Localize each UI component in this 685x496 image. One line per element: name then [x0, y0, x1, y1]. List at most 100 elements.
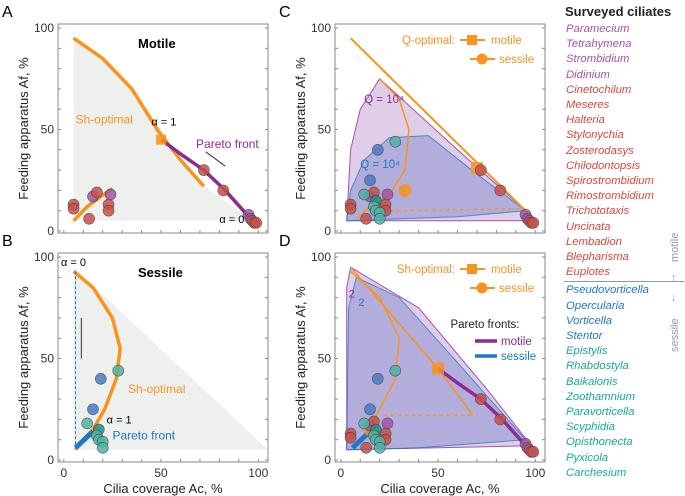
legend-species: Paramecium [566, 23, 630, 35]
legend-species: Rhabdostyla [566, 360, 629, 373]
sessile-optimum-marker [398, 183, 412, 197]
legend-species: Meseres [566, 99, 610, 112]
motile-sessile-divider [564, 281, 684, 283]
data-point [475, 164, 487, 176]
x-tick-label: 50 [431, 466, 445, 480]
svg-text:Pareto fronts:: Pareto fronts: [450, 319, 519, 331]
data-point [344, 202, 357, 215]
data-point [381, 188, 394, 201]
legend-species: Scyphidia [566, 421, 615, 434]
data-point [527, 217, 540, 229]
x-axis-label: Cilia coverage Ac, % [103, 481, 223, 496]
panel-B: B Sessile α = 0 Sh-optimal α = 1 Pareto front… [2, 233, 269, 496]
panel-letter: C [279, 4, 291, 21]
y-tick-label: 50 [318, 123, 332, 137]
data-point [475, 393, 487, 405]
legend-circle-icon [476, 282, 488, 294]
legend-species: Opisthonecta [566, 436, 633, 449]
data-point [373, 212, 386, 225]
legend-species: Carchesium [566, 466, 627, 479]
panel-A: A Motile Sh-optimal α = 1 Pareto front α = 0 0… [2, 4, 269, 238]
data-point [250, 217, 263, 229]
data-point [94, 373, 107, 385]
data-point [112, 364, 125, 377]
data-point [371, 144, 384, 156]
legend-species: Didinium [566, 68, 610, 81]
svg-text:sessile: sessile [499, 283, 534, 295]
svg-text:Sh-optimal:: Sh-optimal: [397, 264, 455, 276]
panel-letter: B [2, 233, 13, 250]
svg-text:Q = 10⁴: Q = 10⁴ [360, 159, 400, 171]
legend-species: Zoothamnium [566, 390, 636, 403]
panel-D: D Sh-optimal: motile sessile Pareto fronts: m… [279, 233, 546, 496]
y-tick-label: 0 [324, 224, 331, 238]
data-point [67, 202, 80, 215]
sh-optimal-curve [72, 36, 206, 188]
svg-text:2: 2 [349, 289, 355, 301]
legend-circle-icon [476, 53, 488, 65]
legend-species: Blepharisma [566, 251, 629, 264]
data-point [389, 364, 402, 377]
data-point [96, 441, 109, 454]
y-axis-label: Feeding apparatus Af, % [16, 286, 31, 429]
legend-species: Spirostrombidium [566, 175, 654, 188]
data-point [91, 186, 103, 199]
legend-species: Lembadion [566, 235, 622, 248]
legend-species: Tetrahymena [566, 38, 632, 51]
legend-species: Stylonychia [566, 129, 624, 142]
feasible-region [73, 267, 268, 450]
svg-text:motile: motile [501, 336, 532, 348]
data-point [102, 204, 115, 217]
y-tick-label: 0 [47, 453, 54, 467]
y-tick-label: 0 [47, 224, 54, 238]
axes-frame [334, 252, 546, 463]
x-tick-label: 0 [337, 466, 344, 480]
data-point [494, 184, 507, 197]
y-axis-label: Feeding apparatus Af, % [293, 57, 308, 200]
legend-species: Stentor [566, 330, 603, 343]
data-point [373, 441, 386, 454]
y-tick-label: 100 [311, 250, 331, 264]
y-tick-label: 50 [41, 352, 55, 366]
sessile-label: sessile [669, 318, 681, 352]
svg-text:α = 1: α = 1 [107, 414, 132, 426]
axes-frame [334, 23, 546, 234]
y-axis-label: Feeding apparatus Af, % [293, 286, 308, 429]
motile-optimum-marker [432, 362, 445, 375]
data-point [87, 403, 99, 416]
svg-text:motile: motile [491, 264, 522, 276]
pareto-front-line [73, 429, 95, 450]
legend-species: Pyxicola [566, 451, 609, 464]
blue-region [346, 135, 527, 222]
svg-text:Q-optimal:: Q-optimal: [402, 35, 455, 47]
svg-text:motile: motile [491, 35, 522, 47]
data-point [389, 135, 402, 148]
legend-species: Baikalonis [566, 375, 618, 388]
panel-letter: D [279, 233, 291, 250]
data-point [81, 417, 93, 430]
x-axis-label: Cilia coverage Ac, % [380, 481, 500, 496]
legend-surveyed-ciliates: Surveyed ciliates Paramecium Tetrahymena S… [564, 4, 685, 481]
data-point [364, 403, 376, 416]
y-tick-label: 100 [34, 250, 54, 264]
arrow-icon [205, 151, 226, 167]
optimum-marker [156, 134, 167, 145]
optimal-dashed-line [389, 208, 526, 212]
legend-square-icon [467, 264, 477, 274]
data-point [364, 174, 376, 187]
svg-text:α = 0: α = 0 [219, 214, 244, 226]
legend-square-icon [467, 35, 477, 45]
data-point [217, 184, 230, 197]
svg-text:2: 2 [358, 297, 364, 309]
legend-species: Rimostrombidium [566, 190, 654, 203]
data-point [358, 417, 370, 430]
legend-species: Trichototaxis [566, 205, 630, 218]
svg-text:Q = 10⁴: Q = 10⁴ [364, 94, 404, 106]
svg-text:Sessile: Sessile [138, 265, 183, 280]
motile-label: motile [669, 232, 681, 262]
legend-species: Chilodontopsis [566, 159, 641, 172]
x-tick-label: 0 [60, 466, 67, 480]
y-tick-label: 100 [311, 21, 331, 35]
data-point [381, 417, 394, 430]
